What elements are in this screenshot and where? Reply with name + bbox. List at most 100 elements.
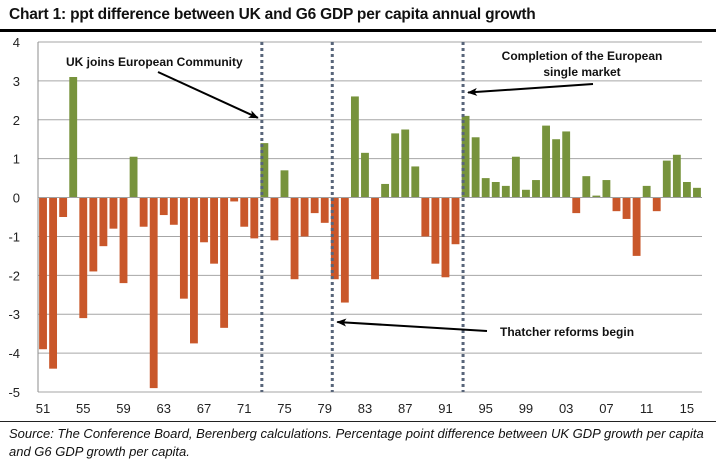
bar	[260, 143, 269, 198]
source-note: Source: The Conference Board, Berenberg …	[9, 426, 704, 459]
bar	[532, 180, 540, 198]
bar	[381, 183, 390, 198]
chart-title: Chart 1: ppt difference between UK and G…	[9, 6, 536, 23]
bar	[310, 197, 319, 214]
bar	[371, 197, 379, 280]
bar	[119, 197, 128, 284]
x-tick-label: 99	[519, 401, 533, 416]
bar	[471, 137, 480, 198]
x-tick-label: 55	[76, 401, 90, 416]
y-tick-label: -4	[8, 346, 20, 361]
bar	[220, 197, 229, 328]
bar	[361, 152, 369, 198]
annotation-thatcher: Thatcher reforms begin	[500, 325, 634, 339]
bar	[149, 197, 158, 389]
bar	[632, 197, 641, 256]
bar	[592, 195, 601, 198]
x-tick-label: 95	[478, 401, 492, 416]
x-tick-label: 87	[398, 401, 412, 416]
x-tick-label: 63	[157, 401, 171, 416]
bars	[39, 77, 701, 389]
x-tick-label: 15	[680, 401, 694, 416]
bar	[572, 197, 581, 214]
bar	[330, 197, 339, 280]
bar	[431, 197, 440, 264]
y-tick-label: -1	[8, 229, 20, 244]
y-tick-label: 2	[13, 113, 20, 128]
bar	[501, 185, 510, 198]
bar	[190, 197, 198, 344]
bar	[179, 197, 188, 299]
bar	[200, 197, 208, 243]
bar	[511, 156, 520, 198]
annotation-line: single market	[543, 65, 620, 79]
y-tick-label: 3	[13, 74, 20, 89]
bar	[59, 197, 68, 217]
bar	[69, 77, 78, 198]
bar	[320, 197, 329, 223]
y-tick-label: -2	[8, 268, 20, 283]
annotation-arrow	[467, 83, 594, 96]
x-tick-label: 59	[116, 401, 130, 416]
bar	[391, 133, 400, 198]
bar	[491, 182, 500, 198]
annotation-uk-joins-ec: UK joins European Community	[66, 55, 243, 69]
x-tick-label: 11	[640, 401, 654, 416]
x-tick-label: 71	[237, 401, 251, 416]
title-rule	[0, 29, 716, 32]
footer-rule	[0, 421, 716, 422]
bar	[682, 182, 691, 198]
bar	[612, 197, 621, 212]
bar	[693, 187, 701, 198]
bar	[451, 197, 460, 245]
annotation-arrow	[157, 71, 259, 119]
annotations: UK joins European Community Thatcher refo…	[66, 49, 662, 339]
bar	[401, 129, 410, 198]
bar	[622, 197, 631, 219]
x-tick-label: 75	[277, 401, 291, 416]
bar	[562, 131, 571, 198]
bar	[552, 139, 561, 198]
bar	[39, 197, 47, 350]
bar	[230, 197, 239, 202]
gridlines	[38, 41, 702, 393]
bar	[99, 197, 108, 247]
bar	[642, 185, 651, 198]
bar	[169, 197, 178, 225]
bar	[270, 197, 279, 241]
annotation-line: Completion of the European	[502, 49, 663, 63]
bar	[109, 197, 118, 229]
bar	[350, 96, 359, 198]
x-tick-label: 03	[559, 401, 573, 416]
y-tick-label: 1	[13, 152, 20, 167]
x-tick-label: 79	[317, 401, 331, 416]
x-tick-label: 67	[197, 401, 211, 416]
bar	[582, 176, 591, 198]
bar	[89, 197, 98, 272]
bar	[672, 154, 681, 198]
bar	[421, 197, 430, 237]
y-tick-label: 0	[13, 191, 20, 206]
bar	[250, 197, 259, 239]
bar	[49, 197, 58, 369]
bar	[542, 125, 550, 198]
axes: 4 3 2 1 0 -1 -2 -3 -4 -5 51 55 59 63 67 71 75 79 83 87 91 95 9…	[8, 35, 702, 416]
y-tick-label: -5	[8, 385, 20, 400]
y-tick-label: 4	[13, 35, 20, 50]
bar	[411, 166, 420, 198]
event-lines	[260, 42, 465, 392]
annotation-single-market: Completion of the European single market	[502, 49, 663, 79]
x-tick-label: 83	[358, 401, 372, 416]
bar	[602, 180, 611, 198]
bar-chart: 4 3 2 1 0 -1 -2 -3 -4 -5 51 55 59 63 67 71 75 79 83 87 91 95 9…	[8, 35, 702, 416]
x-tick-label: 51	[36, 401, 50, 416]
bar	[129, 156, 138, 198]
x-tick-label: 07	[599, 401, 613, 416]
bar	[280, 170, 289, 198]
bar	[79, 197, 88, 319]
bar	[300, 197, 309, 237]
bar	[441, 197, 450, 278]
x-tick-label: 91	[438, 401, 452, 416]
bar	[522, 189, 530, 198]
bar	[240, 197, 249, 227]
